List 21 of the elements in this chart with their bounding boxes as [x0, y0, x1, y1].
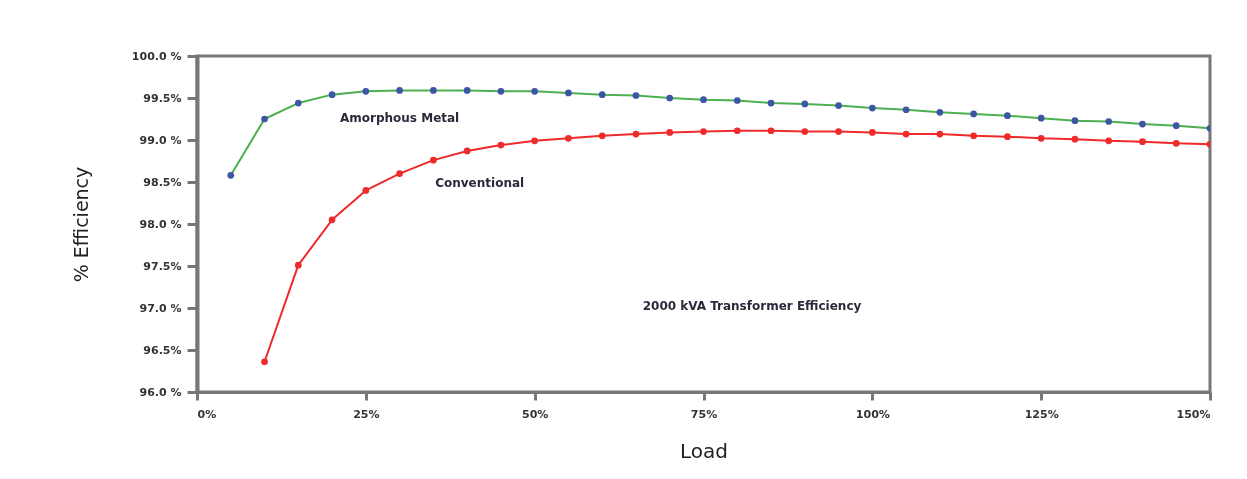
- series-label: Amorphous Metal: [339, 111, 460, 126]
- y-tick-label: 96.0 %: [139, 385, 182, 399]
- y-tick-label: 99.5%: [143, 91, 182, 105]
- y-tick-label: 98.0 %: [139, 217, 182, 231]
- x-tick-label: 50%: [521, 407, 549, 421]
- y-axis-title: % Efficiency: [69, 166, 92, 283]
- x-axis-title: Load: [680, 438, 728, 463]
- x-tick-label: 0%: [197, 407, 217, 421]
- y-tick-label: 99.0 %: [139, 133, 182, 147]
- y-tick-label: 100.0 %: [131, 49, 182, 63]
- x-tick-label: 75%: [690, 407, 718, 421]
- x-tick-label: 25%: [353, 407, 380, 421]
- annotation: 2000 kVA Transformer Efficiency: [642, 299, 862, 313]
- y-tick-label: 97.0 %: [139, 301, 182, 315]
- x-tick-label: 100%: [855, 407, 890, 421]
- x-tick-label: 125%: [1024, 407, 1059, 421]
- y-tick-label: 97.5%: [143, 259, 182, 273]
- y-tick-label: 96.5%: [143, 343, 182, 357]
- y-tick-label: 98.5%: [143, 175, 182, 189]
- x-tick-label: 150%: [1176, 407, 1211, 421]
- series-label: Conventional: [435, 175, 525, 190]
